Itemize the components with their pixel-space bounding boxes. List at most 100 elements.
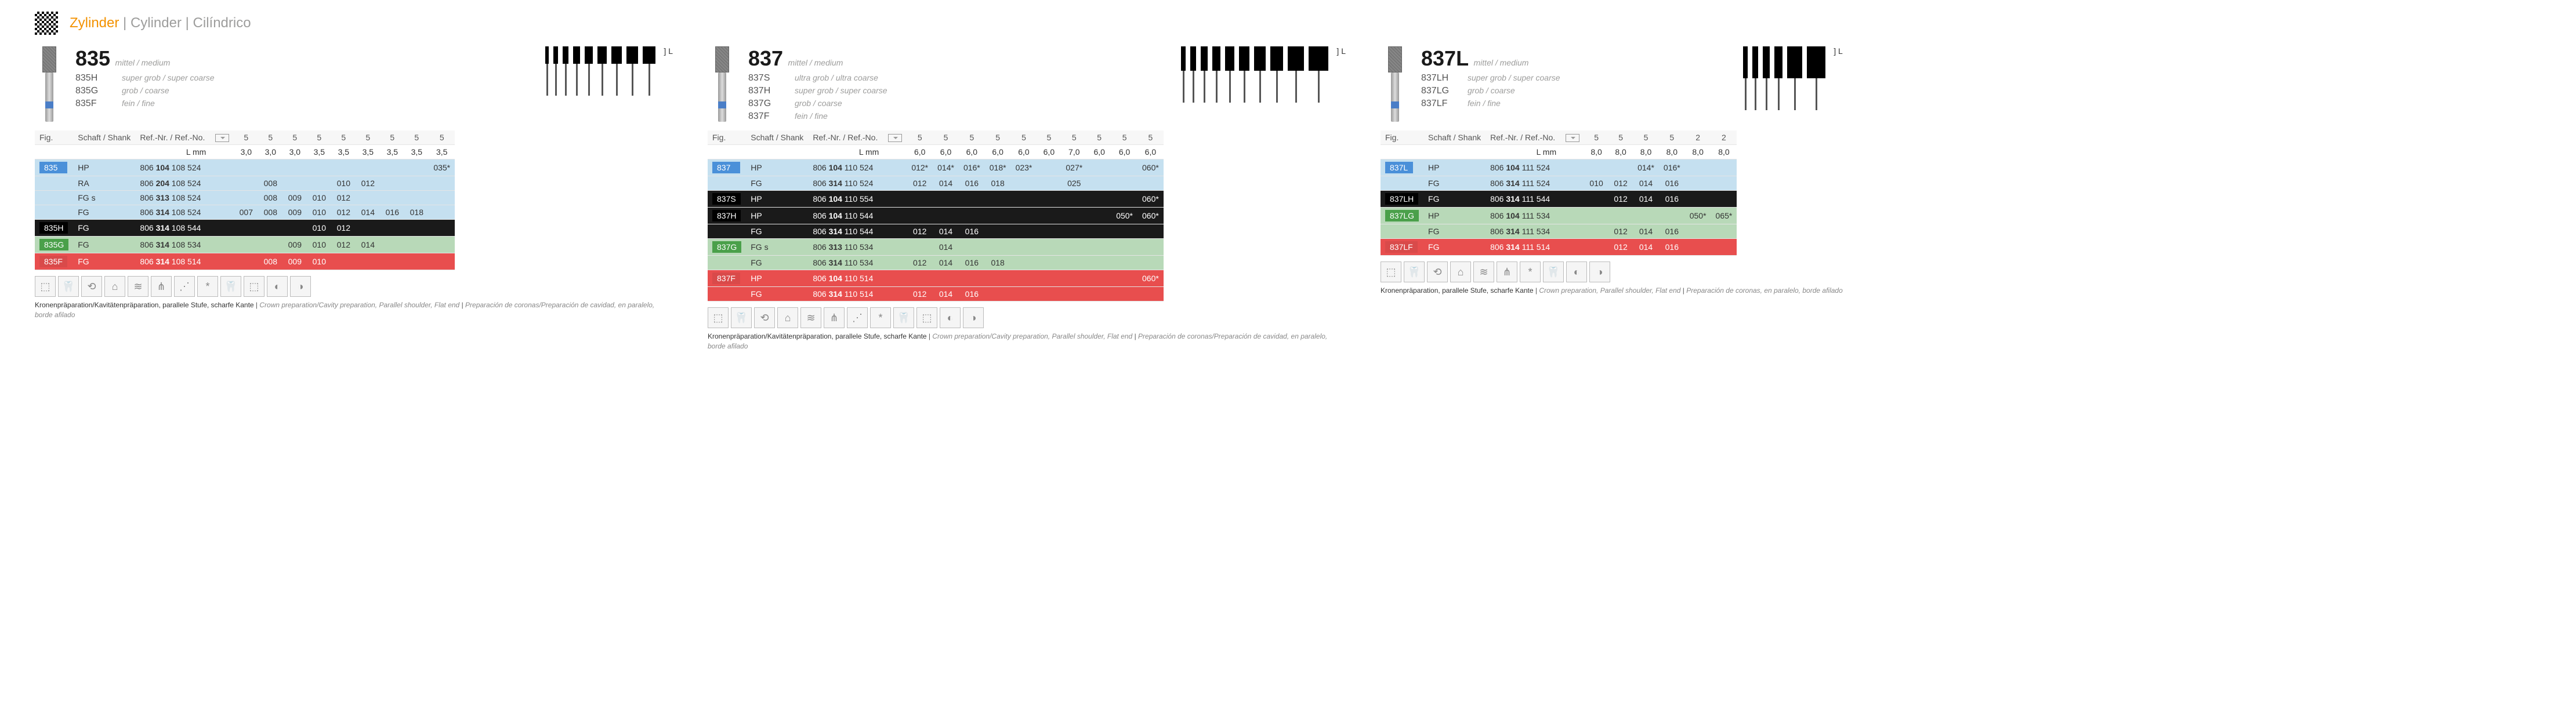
- size-val: [404, 159, 429, 176]
- app-icon: ⟲: [81, 276, 102, 297]
- table-row: 835G FG 806 314 108 534 009010012014: [35, 237, 455, 253]
- size-val: [1011, 208, 1037, 224]
- section-837: 837 mittel / medium 837Sultra grob / ult…: [708, 46, 1346, 351]
- lmm-label: L mm: [1486, 145, 1561, 159]
- bur-illustration: [35, 46, 64, 122]
- footer-text: Kronenpräparation, parallele Stufe, scha…: [1381, 286, 1843, 296]
- app-icon: ⋔: [151, 276, 172, 297]
- size-val: [282, 176, 307, 191]
- ref-val: 806 204 108 524: [135, 176, 211, 191]
- size-val: 018: [404, 205, 429, 220]
- fig-tag: 837S: [708, 191, 746, 208]
- col-fig: Fig.: [35, 130, 73, 145]
- fig-tag: [1381, 224, 1423, 239]
- app-icon: ◑: [290, 276, 311, 297]
- size-val: [1011, 191, 1037, 208]
- col-size: 5: [1584, 130, 1608, 145]
- size-val: 014: [356, 205, 380, 220]
- shank-val: FG: [746, 287, 808, 301]
- app-icon: 🦷: [58, 276, 79, 297]
- size-val: [234, 159, 258, 176]
- size-val: [1584, 208, 1608, 224]
- lmm-row: L mm 8,08,08,08,08,08,0: [1381, 145, 1737, 159]
- app-icon: ◑: [963, 307, 984, 328]
- fig-tag: 837L: [1381, 159, 1423, 176]
- fig-tag: [35, 176, 73, 191]
- size-val: 060*: [1137, 191, 1164, 208]
- title-en: Cylinder: [131, 15, 182, 31]
- lmm-val: 6,0: [1087, 145, 1111, 159]
- lmm-val: 3,5: [307, 145, 331, 159]
- app-icon: ≋: [128, 276, 148, 297]
- shank-val: FG s: [73, 191, 135, 205]
- size-val: 018*: [985, 159, 1011, 176]
- col-size: 5: [1608, 130, 1633, 145]
- fig-tag: 837G: [708, 239, 746, 256]
- footer-de: Kronenpräparation/Kavitätenpräparation, …: [708, 332, 927, 340]
- size-val: [429, 253, 455, 270]
- variant-code: 837S: [748, 73, 783, 83]
- table-row: 835 HP 806 104 108 524 035*: [35, 159, 455, 176]
- size-val: 012: [1608, 191, 1633, 208]
- size-val: [1584, 239, 1608, 256]
- title-de: Zylinder: [70, 15, 119, 31]
- size-val: [907, 239, 933, 256]
- size-val: [429, 191, 455, 205]
- fig-tag: [708, 256, 746, 270]
- lmm-val: 6,0: [959, 145, 985, 159]
- size-val: [356, 159, 380, 176]
- app-icon: ◐: [267, 276, 288, 297]
- col-size: 5: [1061, 130, 1087, 145]
- size-val: 010: [307, 253, 331, 270]
- variant-row: 837LFfein / fine: [1421, 99, 1560, 109]
- app-icon: *: [1520, 261, 1541, 282]
- ref-val: 806 104 108 524: [135, 159, 211, 176]
- silhouette-icon: [545, 46, 549, 96]
- variant-code: 837LG: [1421, 86, 1456, 96]
- size-val: [959, 191, 985, 208]
- size-val: 016: [1659, 176, 1685, 191]
- size-val: [1061, 256, 1087, 270]
- size-val: [1111, 191, 1137, 208]
- ref-val: 806 314 110 524: [808, 176, 883, 191]
- size-val: [429, 205, 455, 220]
- lmm-val: 8,0: [1711, 145, 1737, 159]
- table-row: 837H HP 806 104 110 544 050*060*: [708, 208, 1164, 224]
- size-val: [1584, 191, 1608, 208]
- size-val: 014: [1633, 224, 1659, 239]
- app-icon: ⋔: [824, 307, 845, 328]
- code-info: 837 mittel / medium 837Sultra grob / ult…: [748, 46, 887, 122]
- variant-desc: fein / fine: [795, 111, 828, 122]
- variant-row: 835Ggrob / coarse: [75, 86, 215, 96]
- silhouette-icon: [1752, 46, 1758, 110]
- table-row: FG 806 314 108 524 007008009010012014016…: [35, 205, 455, 220]
- application-icons: ⬚🦷⟲⌂≋⋔⋰*🦷⬚◐◑: [35, 276, 673, 297]
- footer-en: Crown preparation, Parallel shoulder, Fl…: [1539, 286, 1680, 295]
- table-row: 837 HP 806 104 110 524 012*014*016*018*0…: [708, 159, 1164, 176]
- silhouette-icon: [1807, 46, 1825, 110]
- size-val: [1087, 208, 1111, 224]
- size-val: [380, 191, 404, 205]
- size-val: [380, 220, 404, 237]
- size-val: [1061, 287, 1087, 301]
- fig-tag: 835G: [35, 237, 73, 253]
- size-val: 016: [1659, 191, 1685, 208]
- silhouette-icon: [1787, 46, 1802, 110]
- size-val: [1711, 239, 1737, 256]
- size-val: [985, 287, 1011, 301]
- col-size: 5: [307, 130, 331, 145]
- size-val: 012: [1608, 176, 1633, 191]
- app-icon: ◐: [1566, 261, 1587, 282]
- size-val: [1037, 176, 1061, 191]
- col-fig: Fig.: [708, 130, 746, 145]
- title-es: Cilíndrico: [193, 15, 251, 31]
- variant-desc: super grob / super coarse: [122, 73, 215, 83]
- size-val: [1633, 208, 1659, 224]
- fig-tag: 835H: [35, 220, 73, 237]
- ref-val: 806 104 111 534: [1486, 208, 1561, 224]
- size-val: 065*: [1711, 208, 1737, 224]
- size-val: 014: [1633, 176, 1659, 191]
- lmm-val: 3,5: [380, 145, 404, 159]
- code-info: 835 mittel / medium 835Hsuper grob / sup…: [75, 46, 215, 109]
- size-val: 008: [258, 191, 282, 205]
